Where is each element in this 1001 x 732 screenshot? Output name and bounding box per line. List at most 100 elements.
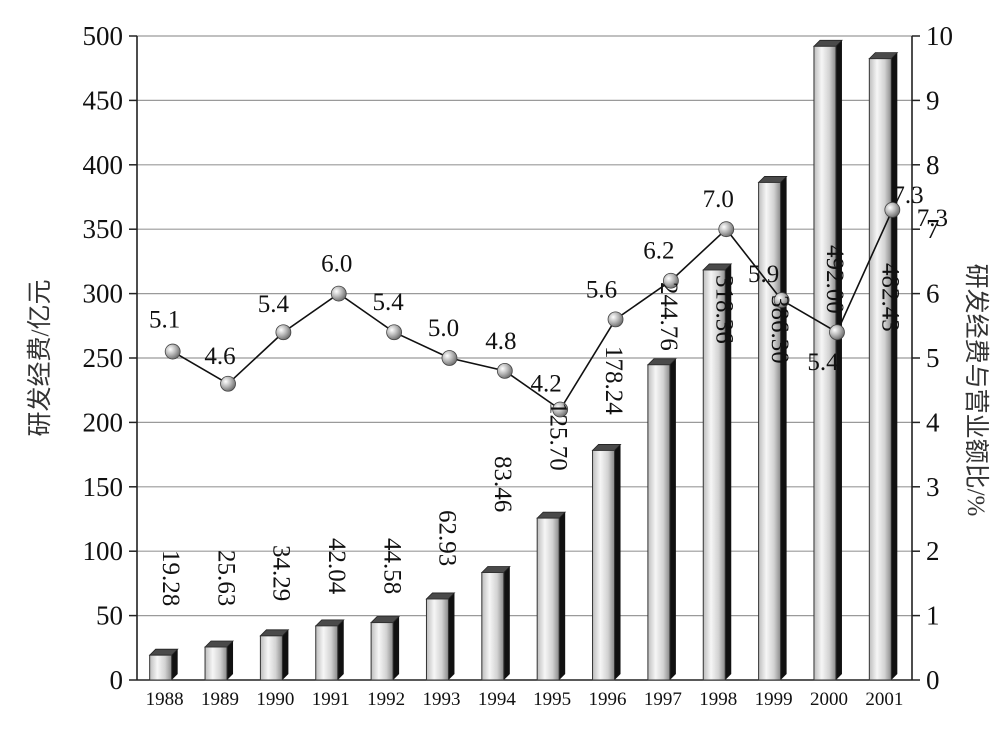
- grid-layer: [137, 35, 912, 617]
- bar-value-label: 482.43: [877, 263, 904, 332]
- line-point: [330, 285, 347, 302]
- y-tick-label-left: 350: [83, 214, 124, 244]
- line-value-label: 7.3: [917, 205, 948, 232]
- bar-value-label: 34.29: [268, 545, 295, 601]
- bar-front: [204, 646, 228, 681]
- bar-front: [425, 598, 449, 681]
- bar-front: [370, 622, 394, 681]
- x-tick-label: 1993: [422, 689, 460, 710]
- y-tick-label-right: 6: [926, 279, 940, 309]
- line-point: [552, 401, 569, 418]
- bar: [370, 616, 401, 681]
- y-tick-label-right: 7: [926, 214, 940, 244]
- bar-value-label: 25.63: [212, 550, 239, 606]
- bar-value-label: 62.93: [434, 510, 461, 566]
- line-value-label: 4.2: [531, 371, 562, 398]
- line-value-label: 5.4: [372, 289, 404, 316]
- line-point: [164, 343, 181, 360]
- extra-value-label: 7.3: [892, 182, 923, 209]
- bar: [204, 640, 235, 681]
- y-tick-label-left: 100: [83, 536, 124, 566]
- line-value-label: 5.4: [258, 291, 290, 318]
- y-tick-label-left: 500: [83, 21, 124, 51]
- bar-value-label: 83.46: [489, 456, 516, 512]
- y-axis-label-right: 研发经费与营业额比/%: [962, 264, 990, 517]
- x-tick-label: 2000: [810, 689, 848, 710]
- ratio-line: [172, 209, 894, 411]
- bar-side: [614, 444, 621, 680]
- line-value-label: 5.9: [748, 261, 779, 288]
- x-tick-label: 2001: [865, 689, 903, 710]
- bar-side: [448, 592, 455, 680]
- bar: [148, 648, 179, 681]
- bar-value-label: 244.76: [655, 282, 682, 351]
- label-layer: 19.28 25.63 34.29 42.04 44.58 62.9383.46125.7…: [149, 182, 948, 606]
- line-value-label: 5.1: [149, 307, 180, 334]
- bar-value-label: 44.58: [378, 538, 405, 594]
- bar-value-label: 318.36: [711, 275, 738, 344]
- axis-layer: 0 50 100 150 200 250 300 350 400 450 500 0 1 2 3 4 5 6 7 8 9…: [83, 21, 954, 710]
- bar-side: [393, 616, 400, 680]
- bar-front: [259, 635, 283, 681]
- x-tick-label: 1988: [146, 689, 184, 710]
- y-tick-label-right: 8: [926, 150, 940, 180]
- line-point: [386, 324, 403, 341]
- y-tick-label-right: 4: [926, 407, 940, 437]
- bar: [259, 629, 290, 681]
- line-value-label: 6.2: [643, 238, 674, 265]
- bar-front: [592, 449, 616, 681]
- bar: [868, 52, 899, 681]
- bar-side: [835, 40, 842, 680]
- line-point: [607, 311, 624, 328]
- x-tick-label: 1995: [533, 689, 571, 710]
- line-point: [662, 272, 679, 289]
- line-point: [275, 324, 292, 341]
- line-value-label: 7.0: [703, 186, 734, 213]
- x-tick-label: 1991: [312, 689, 350, 710]
- y-axis-label-left: 研发经费/亿元: [26, 280, 54, 437]
- line-value-label: 4.6: [204, 343, 235, 370]
- y-tick-label-left: 0: [110, 665, 124, 695]
- y-tick-label-left: 200: [83, 407, 124, 437]
- line-value-label: 6.0: [321, 251, 352, 278]
- bar-front: [868, 58, 892, 681]
- x-tick-label: 1999: [755, 689, 793, 710]
- y-tick-label-right: 3: [926, 472, 940, 502]
- x-tick-label: 1996: [589, 689, 627, 710]
- x-tick-label: 1998: [699, 689, 737, 710]
- y-tick-label-right: 0: [926, 665, 940, 695]
- bar-front: [536, 517, 560, 681]
- bar: [536, 511, 567, 681]
- bar-front: [813, 45, 837, 681]
- y-tick-label-left: 300: [83, 279, 124, 309]
- x-tick-label: 1990: [256, 689, 294, 710]
- line-layer: [164, 201, 901, 418]
- bar: [646, 358, 677, 681]
- bar-side: [780, 176, 787, 680]
- bar: [757, 176, 788, 681]
- bar: [812, 39, 843, 681]
- bar: [425, 592, 456, 681]
- line-value-label: 5.4: [807, 349, 839, 376]
- bar-value-label: 19.28: [157, 550, 184, 606]
- bar-front: [149, 654, 173, 681]
- line-point: [496, 362, 513, 379]
- bar: [702, 263, 733, 681]
- line-point: [773, 292, 790, 308]
- bar: [480, 566, 511, 681]
- y-tick-label-left: 50: [96, 601, 123, 631]
- x-tick-label: 1994: [478, 689, 517, 710]
- line-point: [829, 324, 845, 341]
- line-point: [441, 350, 458, 366]
- line-value-label: 5.6: [586, 276, 617, 303]
- bar: [591, 444, 622, 681]
- bar-value-label: 178.24: [600, 346, 627, 415]
- line-point: [718, 221, 735, 238]
- line-point: [884, 201, 901, 218]
- y-tick-label-right: 5: [926, 343, 940, 373]
- bar: [314, 619, 345, 681]
- bar-value-label: 492.00: [821, 245, 848, 314]
- y-tick-label-left: 150: [83, 472, 124, 502]
